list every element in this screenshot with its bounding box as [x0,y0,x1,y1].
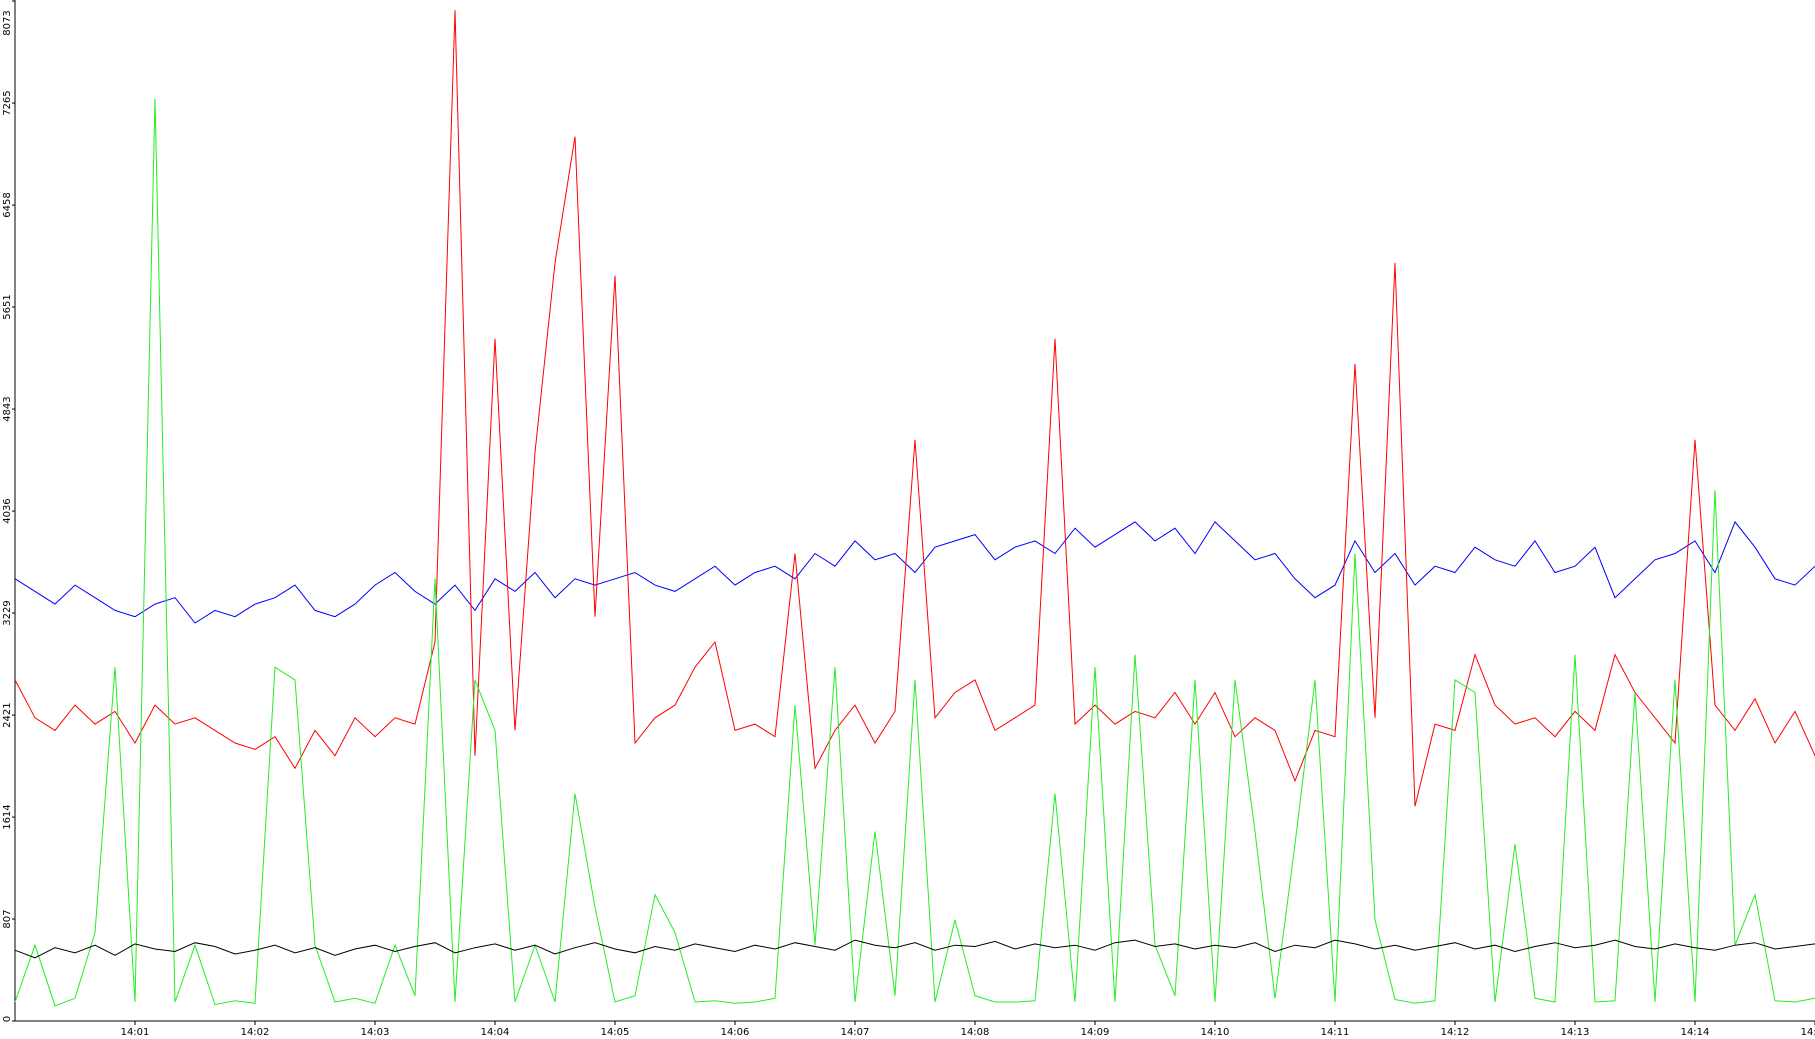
x-tick-label: 14:03 [361,1027,390,1038]
y-tick-label: 5651 [2,294,13,319]
x-tick-label: 14:01 [121,1027,150,1038]
series-line [14,10,1815,807]
y-tick-label: 0 [2,1016,13,1022]
x-tick-label: 14:07 [841,1027,870,1038]
y-tick-label: 4036 [2,498,13,523]
y-tick-label: 7265 [2,90,13,115]
series-line [14,939,1815,959]
x-tick-label: 14:15 [1801,1027,1815,1038]
y-tick-label: 3229 [2,600,13,625]
series-line [14,520,1815,624]
y-tick-label: 2421 [2,702,13,727]
y-tick-label: 8073 [2,10,13,35]
x-tick-label: 14:12 [1441,1027,1470,1038]
x-tick-label: 14:08 [961,1027,990,1038]
x-tick-label: 14:06 [721,1027,750,1038]
x-tick-label: 14:02 [241,1027,270,1038]
x-tick-label: 14:05 [601,1027,630,1038]
x-tick-label: 14:04 [481,1027,510,1038]
x-tick-label: 14:09 [1081,1027,1110,1038]
x-tick-label: 14:14 [1681,1027,1710,1038]
y-tick-label: 6458 [2,192,13,217]
y-tick-label: 1614 [2,804,13,829]
x-tick-label: 14:11 [1321,1027,1350,1038]
x-tick-label: 14:13 [1561,1027,1590,1038]
y-tick-label: 807 [2,909,13,928]
y-tick-label: 4843 [2,396,13,421]
series-line [14,98,1815,1007]
x-tick-label: 14:10 [1201,1027,1230,1038]
